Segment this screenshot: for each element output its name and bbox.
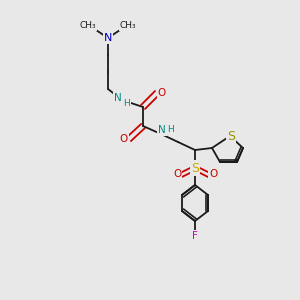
Text: N: N <box>114 93 122 103</box>
Text: N: N <box>104 33 112 43</box>
Text: O: O <box>173 169 181 179</box>
Text: O: O <box>120 134 128 144</box>
Text: CH₃: CH₃ <box>80 22 96 31</box>
Text: S: S <box>191 161 199 175</box>
Text: O: O <box>158 88 166 98</box>
Text: S: S <box>227 130 235 142</box>
Text: F: F <box>192 231 198 241</box>
Text: O: O <box>209 169 217 179</box>
Text: H: H <box>124 98 130 107</box>
Text: CH₃: CH₃ <box>120 22 136 31</box>
Text: H: H <box>167 125 173 134</box>
Text: N: N <box>158 125 166 135</box>
